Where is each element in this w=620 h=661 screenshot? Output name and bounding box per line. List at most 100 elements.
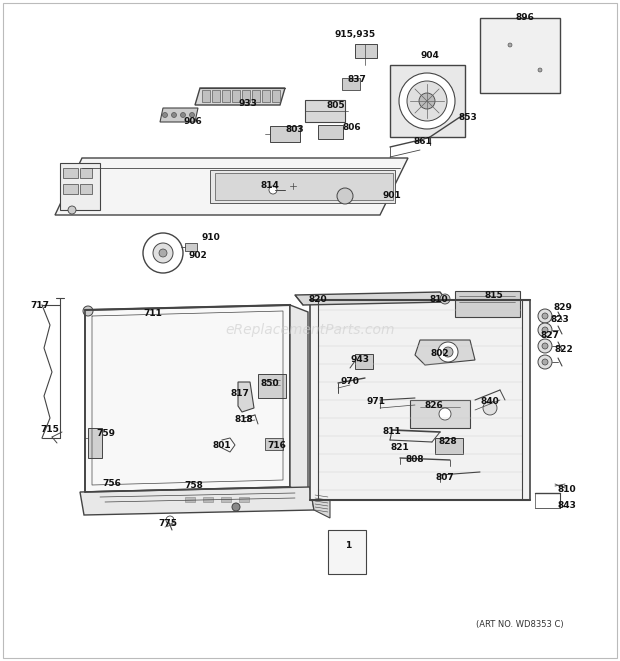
Text: 802: 802: [431, 350, 450, 358]
Bar: [63, 168, 78, 178]
Circle shape: [438, 342, 458, 362]
Bar: [210, 170, 395, 203]
Polygon shape: [295, 292, 448, 305]
Bar: [355, 354, 373, 369]
Text: 822: 822: [555, 346, 574, 354]
Circle shape: [542, 327, 548, 333]
Circle shape: [542, 359, 548, 365]
Bar: [202, 90, 210, 102]
Bar: [60, 163, 100, 210]
Bar: [221, 497, 231, 502]
Bar: [185, 497, 195, 502]
Bar: [355, 44, 377, 58]
Text: 823: 823: [551, 315, 569, 325]
Bar: [252, 90, 260, 102]
Text: 805: 805: [327, 100, 345, 110]
Text: 1: 1: [345, 541, 351, 549]
Bar: [258, 374, 286, 398]
Text: 915,935: 915,935: [334, 30, 376, 40]
Text: 821: 821: [391, 442, 409, 451]
Bar: [232, 90, 240, 102]
Bar: [222, 90, 230, 102]
Circle shape: [143, 233, 183, 273]
Circle shape: [180, 112, 185, 118]
Circle shape: [440, 294, 450, 304]
Polygon shape: [238, 382, 254, 412]
Text: 815: 815: [485, 292, 503, 301]
Circle shape: [538, 339, 552, 353]
Circle shape: [419, 93, 435, 109]
Text: 810: 810: [430, 295, 448, 303]
Circle shape: [159, 249, 167, 257]
Bar: [215, 173, 393, 200]
Text: 853: 853: [459, 114, 477, 122]
Bar: [80, 168, 92, 178]
Circle shape: [483, 401, 497, 415]
Bar: [305, 100, 345, 122]
Text: 814: 814: [260, 180, 280, 190]
Text: 840: 840: [480, 397, 499, 407]
Text: 904: 904: [420, 50, 440, 59]
Circle shape: [439, 408, 451, 420]
Text: eReplacementParts.com: eReplacementParts.com: [225, 323, 395, 337]
Text: 901: 901: [383, 192, 401, 200]
Text: 933: 933: [239, 98, 257, 108]
Bar: [185, 243, 197, 251]
Text: 801: 801: [213, 440, 231, 449]
Bar: [88, 428, 102, 458]
Circle shape: [542, 313, 548, 319]
Bar: [212, 90, 220, 102]
Text: 943: 943: [350, 356, 370, 364]
Text: 829: 829: [554, 303, 572, 311]
Text: 810: 810: [557, 485, 577, 494]
Text: 756: 756: [102, 479, 122, 488]
Bar: [410, 400, 470, 428]
Text: 808: 808: [405, 455, 424, 465]
Text: 896: 896: [516, 13, 534, 22]
Text: 818: 818: [234, 416, 254, 424]
Circle shape: [538, 355, 552, 369]
Circle shape: [83, 306, 93, 316]
Bar: [342, 78, 360, 90]
Polygon shape: [310, 300, 530, 500]
Polygon shape: [80, 487, 314, 515]
Text: 807: 807: [436, 473, 454, 483]
Bar: [328, 530, 366, 574]
Text: 906: 906: [184, 118, 202, 126]
Bar: [455, 291, 520, 317]
Bar: [262, 90, 270, 102]
Circle shape: [538, 323, 552, 337]
Bar: [239, 497, 249, 502]
Circle shape: [337, 188, 353, 204]
Circle shape: [399, 73, 455, 129]
Polygon shape: [85, 305, 290, 492]
Text: 717: 717: [30, 301, 50, 309]
Text: 817: 817: [231, 389, 249, 399]
Bar: [265, 438, 283, 450]
Bar: [63, 184, 78, 194]
Bar: [80, 184, 92, 194]
Circle shape: [407, 81, 447, 121]
Text: 820: 820: [309, 295, 327, 303]
Text: 716: 716: [268, 440, 286, 449]
Text: 758: 758: [185, 481, 203, 490]
Text: 803: 803: [286, 126, 304, 134]
Circle shape: [68, 206, 76, 214]
Bar: [390, 65, 465, 137]
Bar: [242, 90, 250, 102]
Text: 843: 843: [557, 500, 577, 510]
Text: 711: 711: [144, 309, 162, 319]
Text: 759: 759: [97, 430, 115, 438]
Circle shape: [542, 343, 548, 349]
Text: 826: 826: [425, 401, 443, 410]
Bar: [318, 125, 343, 139]
Polygon shape: [55, 158, 408, 215]
Bar: [272, 90, 280, 102]
Text: 861: 861: [414, 137, 432, 147]
Circle shape: [172, 112, 177, 118]
Polygon shape: [290, 305, 308, 494]
Text: 811: 811: [383, 428, 401, 436]
Text: 902: 902: [188, 251, 207, 260]
Bar: [270, 126, 300, 142]
Circle shape: [538, 68, 542, 72]
